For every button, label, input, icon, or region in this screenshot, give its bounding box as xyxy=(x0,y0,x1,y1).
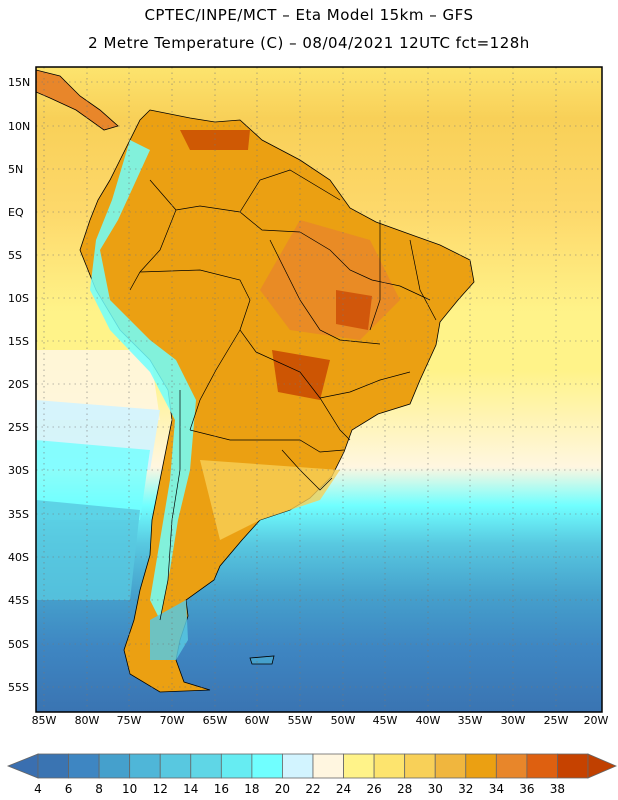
lon-label: 20W xyxy=(583,714,609,727)
map-frame xyxy=(35,66,603,713)
lat-label: 45S xyxy=(8,594,29,607)
colorbar-label: 32 xyxy=(458,782,474,796)
lon-label: 25W xyxy=(543,714,569,727)
colorbar-swatch xyxy=(557,753,589,779)
lon-label: 65W xyxy=(202,714,228,727)
colorbar-swatch xyxy=(282,753,314,779)
pacific-cold-zone xyxy=(36,440,150,520)
lat-label: 50S xyxy=(8,638,29,651)
lat-label: EQ xyxy=(8,206,24,219)
lat-label: 30S xyxy=(8,464,29,477)
colorbar-label: 28 xyxy=(397,782,413,796)
lat-label: 35S xyxy=(8,508,29,521)
lon-label: 40W xyxy=(415,714,441,727)
colorbar-label: 24 xyxy=(335,782,352,796)
colorbar-swatch xyxy=(220,753,253,779)
colorbar-label: 26 xyxy=(366,782,382,796)
colorbar-swatch xyxy=(465,753,497,779)
colorbar-swatch xyxy=(434,753,467,779)
colorbar-label: 20 xyxy=(274,782,291,796)
colorbar-label: 36 xyxy=(519,782,535,796)
graticule xyxy=(36,67,602,712)
lon-label: 55W xyxy=(287,714,313,727)
colorbar-label: 16 xyxy=(213,782,229,796)
colorbar-label: 4 xyxy=(34,782,42,796)
lon-label: 50W xyxy=(330,714,356,727)
lon-label: 80W xyxy=(74,714,100,727)
colorbar-label: 6 xyxy=(64,782,73,796)
colorbar-swatch xyxy=(373,753,406,779)
andes-cold-strip xyxy=(90,140,196,620)
colorbar-swatch xyxy=(98,753,131,779)
colorbar-label: 8 xyxy=(95,782,103,796)
title-line-2: 2 Metre Temperature (C) – 08/04/2021 12U… xyxy=(88,34,530,52)
pampas-mild xyxy=(200,460,340,540)
central-america-land xyxy=(36,69,119,131)
lon-label: 30W xyxy=(500,714,526,727)
lat-label: 25S xyxy=(8,421,29,434)
lat-label: 15N xyxy=(8,76,31,89)
colorbar-swatch xyxy=(190,753,222,779)
lon-label: 85W xyxy=(31,714,57,727)
colorbar-swatch xyxy=(404,753,436,779)
pacific-colder-zone xyxy=(36,500,140,600)
colorbar xyxy=(6,753,618,779)
falkland-islands xyxy=(249,655,275,665)
colorbar-swatch xyxy=(129,753,161,779)
lon-label: 60W xyxy=(244,714,270,727)
colorbar-label: 18 xyxy=(244,782,260,796)
colorbar-swatch xyxy=(37,753,69,779)
colorbar-label: 30 xyxy=(427,782,443,796)
lon-label: 45W xyxy=(372,714,398,727)
colorbar-label: 34 xyxy=(488,782,504,796)
colorbar-label: 12 xyxy=(152,782,168,796)
lat-label: 40S xyxy=(8,551,29,564)
lat-label: 10S xyxy=(8,292,29,305)
colorbar-label: 38 xyxy=(549,782,566,796)
colorbar-label: 22 xyxy=(305,782,321,796)
colorbar-high-arrow xyxy=(587,753,618,779)
colorbar-swatch xyxy=(68,753,100,779)
colorbar-swatch xyxy=(251,753,283,779)
lat-label: 20S xyxy=(8,378,29,391)
colorbar-label: 10 xyxy=(122,782,138,796)
patagonia-cold xyxy=(150,600,188,660)
lon-label: 75W xyxy=(116,714,142,727)
colorbar-swatch xyxy=(343,753,375,779)
country-borders xyxy=(129,169,437,621)
hot-region-pantanal xyxy=(272,350,330,400)
lat-label: 5S xyxy=(8,249,22,262)
lat-label: 55S xyxy=(8,681,29,694)
colorbar-label: 14 xyxy=(183,782,199,796)
lon-label: 35W xyxy=(457,714,483,727)
hot-region-tocantins xyxy=(336,290,372,330)
lat-label: 10N xyxy=(8,120,31,133)
colorbar-swatch xyxy=(526,753,558,779)
colorbar-swatch xyxy=(495,753,528,779)
colorbar-swatch xyxy=(159,753,192,779)
title-line-1: CPTEC/INPE/MCT – Eta Model 15km – GFS xyxy=(144,6,474,24)
colorbar-swatch xyxy=(312,753,344,779)
colorbar-low-arrow xyxy=(6,753,39,779)
lat-label: 5N xyxy=(8,163,24,176)
lon-label: 70W xyxy=(159,714,185,727)
lat-label: 15S xyxy=(8,335,29,348)
